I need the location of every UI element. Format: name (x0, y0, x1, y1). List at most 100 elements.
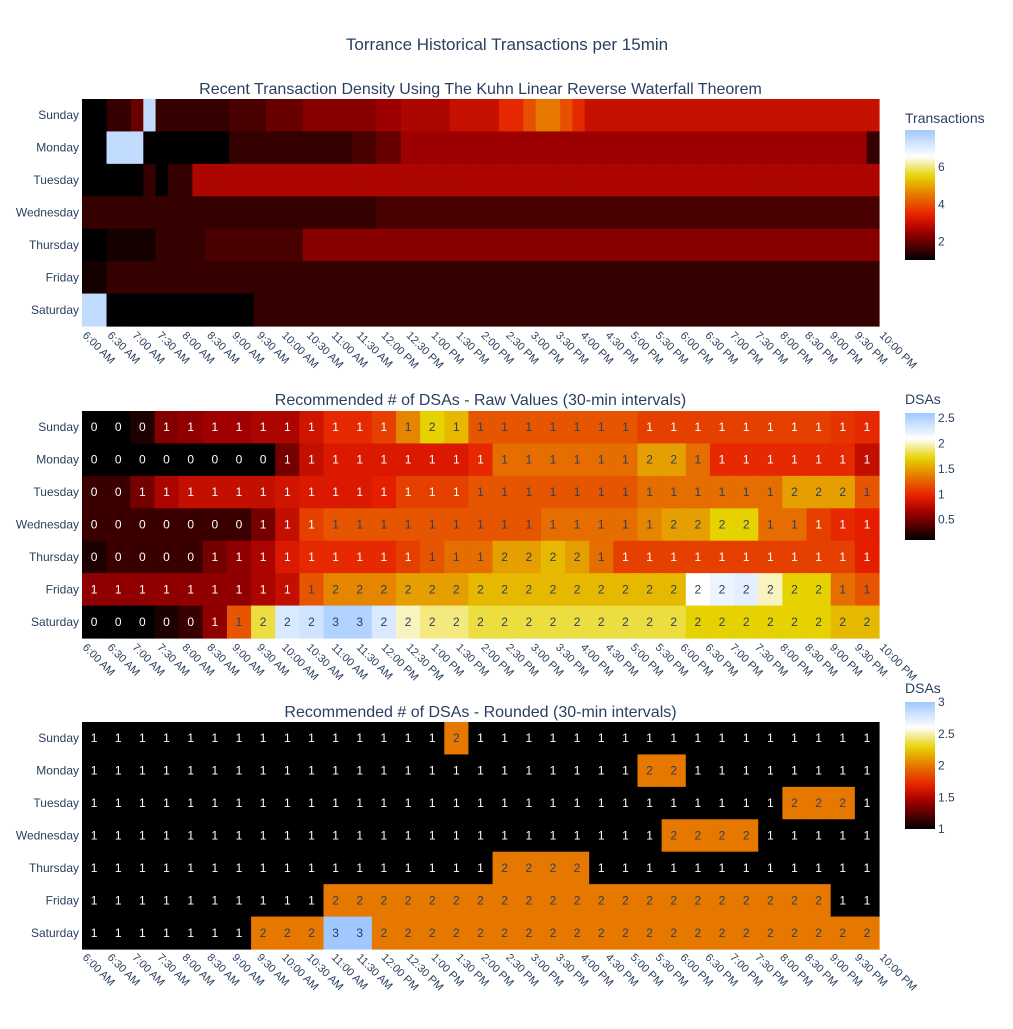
cell-label: 0 (91, 518, 98, 532)
cell-label: 1 (767, 420, 774, 434)
colorbar-tick-label: 2.5 (938, 411, 955, 425)
heatmap-cell (178, 819, 204, 853)
heatmap-cell (842, 131, 856, 165)
cell-label: 2 (260, 615, 267, 629)
heatmap-cell (118, 196, 132, 230)
cell-label: 0 (91, 550, 98, 564)
heatmap-cell (229, 163, 242, 197)
heatmap-cell (540, 851, 566, 885)
cell-label: 1 (550, 731, 557, 745)
heatmap-cell (817, 261, 831, 295)
cell-label: 1 (864, 420, 871, 434)
cell-label: 2 (864, 615, 871, 629)
heatmap-cell (707, 293, 721, 327)
heatmap-cell (376, 261, 390, 295)
panels: Recent Transaction Density Using The Kuh… (16, 81, 985, 993)
heatmap-cell (395, 411, 421, 445)
cell-label: 2 (791, 926, 798, 940)
cell-label: 2 (550, 893, 557, 907)
cell-label: 1 (211, 796, 218, 810)
heatmap-cell (229, 131, 242, 165)
cell-label: 1 (139, 582, 146, 596)
heatmap-cell (637, 754, 663, 788)
cell-label: 1 (719, 550, 726, 564)
heatmap-cell (275, 605, 300, 639)
heatmap-cell (118, 163, 132, 197)
heatmap-cell (106, 786, 131, 820)
heatmap-cell (744, 99, 757, 133)
heatmap-cell (589, 605, 614, 639)
cell-label: 2 (501, 893, 508, 907)
cell-label: 1 (815, 518, 822, 532)
heatmap-cell (202, 754, 228, 788)
heatmap-cell (226, 916, 252, 950)
heatmap-cell (535, 99, 549, 133)
heatmap-cell (685, 916, 711, 950)
heatmap-cell (589, 754, 614, 788)
cell-label: 1 (864, 893, 871, 907)
heatmap-cell (535, 131, 549, 165)
cell-label: 1 (550, 485, 557, 499)
heatmap-cell (637, 851, 663, 885)
heatmap-cell (609, 163, 623, 197)
heatmap-cell (131, 261, 144, 295)
heatmap-cell (323, 916, 349, 950)
heatmap-cell (523, 131, 537, 165)
cell-label: 1 (91, 861, 98, 875)
cell-label: 1 (743, 796, 750, 810)
cell-label: 1 (839, 829, 846, 843)
cell-label: 1 (211, 829, 218, 843)
heatmap-cell (854, 196, 868, 230)
heatmap-cell (444, 851, 470, 885)
cell-label: 1 (211, 764, 218, 778)
cell-label: 1 (381, 731, 388, 745)
heatmap-cell (584, 163, 598, 197)
heatmap-cell (94, 228, 108, 262)
cell-label: 1 (332, 485, 339, 499)
heatmap-cell (866, 99, 880, 133)
cell-label: 0 (139, 615, 146, 629)
heatmap-cell (540, 884, 566, 918)
heatmap-cell (709, 916, 735, 950)
day-label: Friday (46, 270, 79, 284)
cell-label: 1 (598, 861, 605, 875)
heatmap-cell (420, 851, 445, 885)
heatmap-cell (192, 196, 206, 230)
heatmap-cell (192, 261, 206, 295)
heatmap-cell (143, 228, 157, 262)
heatmap-cell (780, 261, 794, 295)
heatmap-cell (516, 754, 542, 788)
heatmap-cell (516, 605, 542, 639)
cell-label: 2 (695, 893, 702, 907)
heatmap-cell (782, 916, 808, 950)
cell-label: 1 (791, 731, 798, 745)
figure-title: Torrance Historical Transactions per 15m… (346, 35, 668, 54)
cell-label: 2 (839, 796, 846, 810)
cell-label: 2 (791, 796, 798, 810)
cell-label: 1 (864, 582, 871, 596)
cell-label: 3 (356, 615, 363, 629)
cell-label: 1 (405, 453, 412, 467)
heatmap-cell (339, 261, 353, 295)
heatmap-cell (302, 131, 316, 165)
cell-label: 1 (550, 829, 557, 843)
cell-label: 1 (622, 518, 629, 532)
cell-label: 2 (815, 615, 822, 629)
heatmap-cell (400, 196, 414, 230)
heatmap-cell (468, 851, 494, 885)
heatmap-cell (584, 99, 598, 133)
heatmap-cell (143, 131, 157, 165)
heatmap-cell (130, 722, 156, 756)
cell-label: 2 (550, 582, 557, 596)
heatmap-cell (682, 196, 696, 230)
cell-label: 0 (163, 453, 170, 467)
heatmap-cell (226, 508, 252, 542)
cell-label: 0 (163, 550, 170, 564)
heatmap-cell (180, 196, 193, 230)
heatmap-cell (154, 916, 180, 950)
heatmap-cell (216, 228, 230, 262)
heatmap-cell (253, 261, 267, 295)
heatmap-cell (806, 508, 832, 542)
heatmap-cell (756, 131, 770, 165)
heatmap-cell (756, 196, 770, 230)
